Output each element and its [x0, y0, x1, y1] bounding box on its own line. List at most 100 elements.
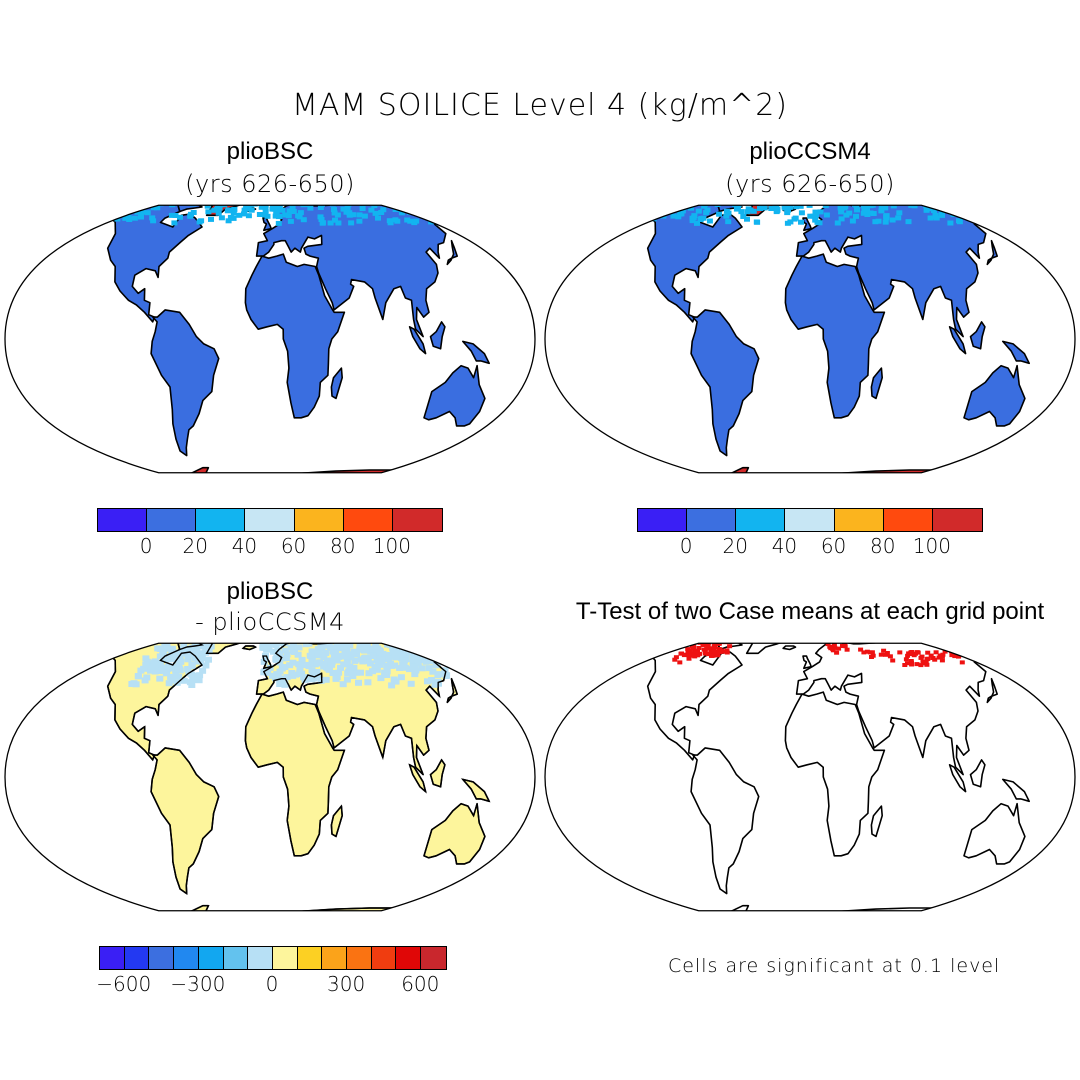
colorbar-plioCCSM4: [637, 508, 983, 532]
grid-cell-diff: [398, 643, 406, 649]
grid-cell-north: [319, 205, 325, 207]
grid-cell-diff: [418, 657, 426, 663]
significant-cell: [959, 660, 965, 665]
grid-cell-diff: [369, 646, 377, 653]
grid-cell-north: [406, 205, 413, 209]
figure-title: MAM SOILICE Level 4 (kg/m^2): [291, 88, 789, 123]
grid-cell-north: [669, 200, 675, 205]
grid-cell-north: [758, 198, 764, 203]
panel2-title: plioCCSM4: [749, 138, 871, 165]
significant-cell: [918, 663, 924, 668]
landmass-madagascar: [330, 367, 343, 400]
grid-cell-diff: [180, 677, 188, 684]
grid-cell-north: [236, 212, 243, 218]
grid-cell-north: [297, 210, 304, 216]
grid-cell-north: [647, 209, 654, 215]
grid-cell-north: [332, 217, 338, 223]
grid-cell-north: [423, 205, 430, 209]
significant-cell: [709, 653, 714, 658]
grid-cell-north: [327, 220, 334, 226]
grid-cell-north: [969, 205, 976, 211]
significant-cell: [731, 638, 736, 642]
grid-cell-diff: [434, 672, 442, 679]
grid-cell-north: [981, 205, 988, 206]
grid-cell-north: [798, 210, 805, 216]
grid-cell-diff: [184, 656, 192, 663]
grid-cell-north: [245, 205, 252, 210]
grid-cell-north: [139, 209, 146, 215]
grid-cell-north: [432, 199, 438, 204]
grid-cell-north: [995, 205, 1002, 209]
grid-cell-north: [282, 212, 289, 218]
grid-cell-north: [320, 200, 326, 205]
colorbar-swatch: [932, 509, 982, 531]
panel2-subtitle: (yrs 626-650): [725, 170, 895, 198]
significant-cell: [956, 654, 962, 659]
coastline: [408, 763, 427, 794]
grid-cell-diff: [272, 643, 280, 648]
grid-cell-north: [300, 217, 307, 223]
grid-cell-north: [88, 205, 95, 209]
grid-cell-diff: [273, 671, 281, 678]
colorbar-swatch: [687, 509, 737, 531]
grid-cell-diff: [429, 668, 437, 675]
grid-cell-north: [812, 209, 819, 215]
grid-cell-diff: [369, 653, 377, 659]
landmass-newguinea: [1002, 778, 1030, 803]
grid-cell-north: [264, 197, 270, 202]
colorbar-swatch: [174, 947, 199, 969]
grid-cell-diff: [424, 650, 432, 657]
grid-cell-north: [810, 213, 817, 219]
grid-cell-north: [361, 213, 368, 219]
grid-cell-north: [895, 215, 902, 221]
grid-cell-north: [785, 207, 791, 213]
grid-cell-north: [824, 199, 830, 204]
grid-cell-north: [766, 198, 772, 203]
grid-cell-north: [205, 209, 212, 215]
grid-cell-north: [693, 197, 699, 202]
significant-cell: [869, 650, 875, 655]
grid-cell-diff: [281, 664, 289, 670]
grid-cell-north: [248, 207, 255, 213]
significant-cell: [937, 653, 943, 658]
grid-cell-north: [405, 205, 412, 207]
grid-cell-north: [881, 200, 887, 205]
grid-cell-north: [820, 200, 826, 205]
colorbar-tick-label: 80: [869, 534, 896, 558]
grid-cell-north: [138, 214, 144, 220]
grid-cell-diff: [184, 651, 192, 658]
grid-cell-north: [838, 216, 845, 222]
grid-cell-north: [843, 212, 850, 218]
grid-cell-north: [640, 205, 647, 210]
grid-cell-diff: [396, 665, 404, 671]
grid-cell-north: [633, 218, 640, 223]
grid-cell-north: [652, 208, 659, 214]
grid-cell-north: [814, 219, 821, 225]
grid-cell-north: [351, 200, 357, 205]
landmass-japan: [446, 239, 458, 266]
panel4-title: T-Test of two Case means at each grid po…: [575, 598, 1045, 625]
grid-cell-north: [612, 220, 619, 226]
grid-cell-diff: [263, 646, 271, 653]
grid-cell-diff: [332, 675, 340, 682]
grid-cell-north: [990, 197, 996, 202]
grid-cell-north: [231, 206, 238, 212]
grid-cell-diff: [268, 643, 276, 648]
colorbar-tick-label: 20: [722, 534, 749, 558]
significant-cell: [939, 658, 945, 663]
grid-cell-north: [662, 208, 669, 214]
grid-cell-north: [334, 212, 341, 218]
significant-cell: [983, 643, 989, 646]
colorbar-tick-label: 60: [280, 534, 307, 558]
significant-cell: [909, 662, 915, 667]
grid-cell-north: [675, 214, 682, 220]
significant-cell: [909, 650, 915, 654]
grid-cell-north: [875, 218, 882, 224]
significant-cell: [801, 919, 806, 923]
panel3-subtitle: - plioCCSM4: [195, 608, 345, 636]
map-border: [544, 642, 1076, 912]
grid-cell-diff: [197, 650, 205, 657]
grid-cell-north: [937, 198, 943, 203]
significant-cell: [994, 646, 1000, 651]
grid-cell-diff: [277, 643, 285, 647]
